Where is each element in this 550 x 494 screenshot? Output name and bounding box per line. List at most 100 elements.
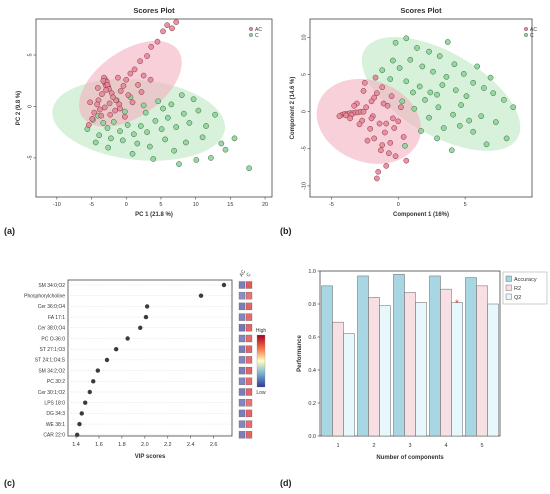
point-ac: [386, 150, 392, 157]
heat-cell: [238, 302, 246, 311]
x-tick-label: 10: [193, 202, 199, 208]
point-c: [121, 108, 128, 115]
point-c: [134, 140, 141, 147]
chart-title: Scores Plot: [400, 6, 442, 15]
point-ac: [101, 104, 108, 111]
point-c: [444, 39, 451, 45]
point-ac: [374, 175, 380, 182]
point-c: [218, 140, 225, 147]
point-c: [396, 65, 403, 71]
heat-cell: [245, 356, 253, 364]
point-ac: [121, 113, 128, 120]
performance-bar-chart: 1 2 3 * 4 5 0.0 0.2 0.4 0.6 0.8 1.0 Number of compon…: [297, 269, 548, 461]
heat-cell: [238, 388, 246, 396]
point-ac: [127, 70, 134, 77]
heat-cell: [238, 324, 246, 332]
point-ac: [117, 88, 124, 94]
x-tick-label: -10: [53, 202, 61, 208]
point-c: [483, 141, 490, 148]
point-c: [458, 102, 464, 108]
confidence-ellipse-c: [361, 36, 521, 151]
point-c: [439, 82, 446, 88]
point-c: [460, 71, 467, 77]
point-ac: [363, 104, 370, 111]
feature-label: FA 17:1: [48, 315, 65, 321]
heat-cell: [238, 420, 246, 428]
point-c: [208, 155, 214, 161]
panel-label-c: (c): [4, 478, 15, 488]
point-ac: [164, 22, 171, 29]
legend-marker-c: [248, 33, 253, 38]
feature-label: CAR 22:0: [43, 433, 65, 439]
vip-scores-chart: SM 34:0;O2 Phosphorylcholine Cer 36:0;O4 FA…: [24, 269, 266, 460]
bar-q2: [451, 302, 463, 437]
point-ac: [135, 81, 141, 88]
point-c: [435, 104, 442, 111]
heat-cell: [245, 399, 253, 407]
legend-marker-ac: [523, 27, 528, 32]
x-tick-label: 20: [262, 202, 268, 208]
legend-label-c: C: [255, 33, 259, 39]
point-ac: [400, 134, 407, 140]
heat-cell: [245, 366, 253, 375]
point-c: [443, 74, 450, 80]
point-c: [407, 56, 414, 63]
point-c: [403, 78, 410, 85]
point-ac: [154, 38, 161, 45]
point-ac: [372, 74, 379, 81]
y-tick-label: 0: [27, 105, 33, 108]
point-ac: [383, 163, 390, 169]
x-axis-label: PC 1 (21.8 %): [135, 212, 173, 218]
point-ac: [99, 91, 105, 97]
point-c: [427, 89, 434, 96]
heat-cell: [238, 409, 246, 418]
point-c: [414, 45, 420, 51]
feature-label: DG 34:3: [46, 411, 65, 417]
point-c: [387, 76, 394, 82]
point-c: [124, 122, 131, 128]
x-tick-label: 1.6: [95, 442, 103, 448]
scores-plot-pca: Scores Plot -10 -5 0 5 10 15 20 -5 0 5 PC 1 (21.8 %…: [16, 6, 273, 218]
heat-cell: [238, 313, 246, 321]
y-axis-label: Component 2 (14.6 %): [290, 77, 296, 140]
panel-label-d: (d): [280, 478, 292, 488]
y-tick-label: 5: [301, 73, 307, 76]
vip-point: [113, 347, 119, 352]
point-ac: [374, 90, 380, 97]
heat-cell: [245, 388, 253, 396]
y-tick-label: 1.0: [308, 269, 316, 275]
point-ac: [98, 112, 105, 119]
point-c: [451, 61, 458, 68]
y-tick-label: 0.8: [308, 302, 316, 308]
point-ac: [388, 93, 395, 99]
legend-label-ac: AC: [530, 27, 537, 33]
point-ac: [144, 53, 150, 59]
heat-cell: [245, 292, 253, 300]
point-ac: [120, 83, 127, 89]
point-ac: [380, 100, 387, 107]
bar-r2: [332, 321, 344, 437]
point-c: [92, 139, 99, 146]
point-ac: [148, 43, 155, 50]
point-c: [510, 104, 517, 111]
point-ac: [367, 125, 374, 132]
heat-cell: [245, 302, 253, 311]
heat-cell: [238, 292, 246, 300]
heat-cell: [238, 334, 246, 343]
bar-q2: [415, 302, 427, 437]
bar-r2: [368, 297, 380, 437]
bar-accuracy: [429, 275, 441, 437]
point-c: [463, 93, 470, 99]
point-c: [501, 96, 507, 103]
point-c: [150, 156, 157, 162]
point-c: [158, 126, 165, 132]
point-c: [173, 124, 180, 130]
vip-point: [221, 282, 227, 288]
vip-point: [95, 368, 101, 373]
legend-label-q2: Q2: [514, 295, 521, 301]
x-tick-label: 5: [464, 202, 467, 208]
x-tick-label: 1: [336, 443, 339, 449]
x-tick-label: 4: [444, 443, 447, 449]
y-tick-label: 0.6: [308, 335, 316, 341]
x-tick-label: 2.0: [141, 442, 149, 448]
